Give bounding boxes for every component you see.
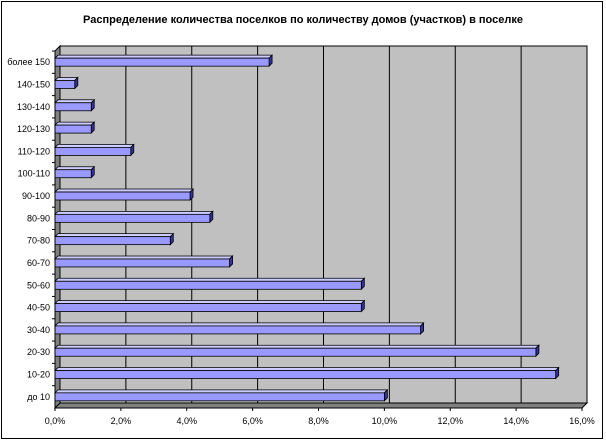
y-tick-label: 90-100 bbox=[22, 191, 50, 201]
bar-top-face bbox=[54, 144, 135, 148]
bar-top-face bbox=[54, 277, 366, 282]
y-tick-label: 100-110 bbox=[18, 169, 50, 179]
bar-top-face bbox=[54, 367, 560, 371]
bar bbox=[54, 258, 230, 268]
bar bbox=[54, 169, 92, 179]
bar-top-face bbox=[54, 344, 540, 349]
y-tick-label: 110-120 bbox=[18, 146, 50, 156]
bar bbox=[54, 347, 537, 357]
bar bbox=[54, 303, 362, 312]
bar bbox=[54, 102, 92, 112]
bar bbox=[54, 124, 92, 134]
x-tick-label: 8,0% bbox=[308, 416, 329, 426]
bar bbox=[54, 325, 422, 335]
x-tick-label: 6,0% bbox=[242, 416, 263, 426]
y-tick-label: 70-80 bbox=[27, 236, 50, 246]
y-tick-label: 60-70 bbox=[27, 258, 50, 268]
y-tick-label: 80-90 bbox=[27, 213, 50, 223]
bar-top-face bbox=[54, 121, 96, 126]
y-tick-label: 120-130 bbox=[17, 124, 50, 134]
bar bbox=[54, 147, 132, 156]
bar-top-face bbox=[54, 300, 366, 304]
x-tick-label: 0,0% bbox=[45, 416, 66, 426]
bar bbox=[54, 80, 76, 89]
chart-title: Распределение количества поселков по кол… bbox=[83, 14, 523, 26]
bar-top-face bbox=[54, 322, 425, 327]
bar bbox=[54, 57, 270, 67]
bar-top-face bbox=[54, 188, 195, 193]
bar bbox=[54, 280, 362, 290]
x-tick-label: 4,0% bbox=[176, 416, 197, 426]
bar-top-face bbox=[54, 77, 79, 81]
bar-top-face bbox=[54, 233, 175, 238]
y-tick-label: более 150 bbox=[7, 57, 50, 67]
bar-top-face bbox=[54, 99, 96, 104]
bar bbox=[54, 191, 191, 201]
bar-top-face bbox=[54, 54, 274, 59]
y-tick-label: 20-30 bbox=[27, 347, 50, 357]
y-tick-label: до 10 bbox=[27, 392, 50, 402]
y-tick-label: 50-60 bbox=[27, 280, 50, 290]
bar bbox=[54, 213, 211, 223]
y-tick-label: 10-20 bbox=[27, 370, 50, 380]
bar bbox=[54, 236, 171, 246]
floor bbox=[53, 402, 589, 409]
x-tick-label: 2,0% bbox=[111, 416, 132, 426]
bar-top-face bbox=[54, 210, 214, 215]
bar-top-face bbox=[54, 166, 96, 171]
bar bbox=[54, 370, 557, 379]
y-tick-label: 30-40 bbox=[27, 325, 50, 335]
y-tick-label: 140-150 bbox=[17, 79, 50, 89]
y-tick-label: 130-140 bbox=[17, 102, 50, 112]
x-tick-label: 10,0% bbox=[372, 416, 398, 426]
bar-top-face bbox=[54, 255, 234, 260]
x-tick-label: 12,0% bbox=[437, 416, 463, 426]
y-tick-label: 40-50 bbox=[27, 303, 50, 313]
bar bbox=[54, 392, 385, 402]
bar-top-face bbox=[54, 389, 389, 394]
x-tick-label: 16,0% bbox=[569, 416, 595, 426]
x-tick-label: 14,0% bbox=[503, 416, 529, 426]
